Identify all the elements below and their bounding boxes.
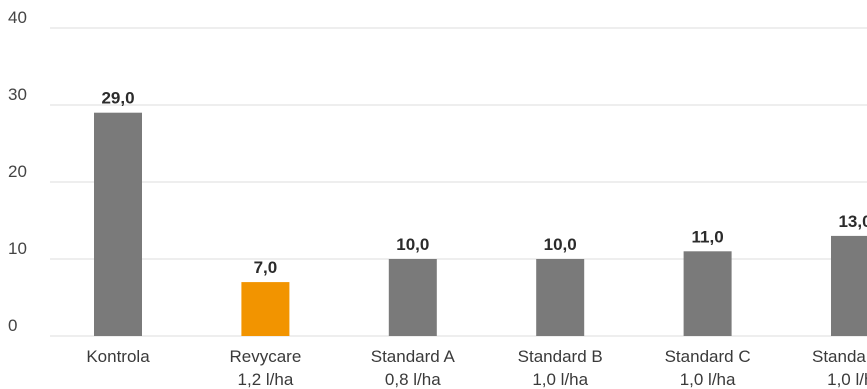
bars — [94, 112, 867, 336]
category-label-2: Standard A — [371, 347, 456, 366]
data-label-2: 10,0 — [396, 235, 429, 254]
category-label-5-line-2: 1,0 l/ha — [827, 370, 867, 389]
data-label-5: 13,0 — [838, 212, 867, 231]
category-label-5: Standard D — [812, 347, 867, 366]
bar-1 — [241, 282, 290, 336]
y-tick-label-30: 30 — [8, 85, 27, 104]
bar-4 — [683, 251, 732, 336]
data-label-0: 29,0 — [101, 89, 134, 108]
data-labels: 29,0 7,0 10,0 10,0 11,0 13,0 — [101, 89, 867, 277]
y-tick-label-0: 0 — [8, 316, 17, 335]
category-labels: Kontrola Revycare 1,2 l/ha Standard A 0,8 l/… — [86, 347, 867, 389]
y-tick-label-20: 20 — [8, 162, 27, 181]
category-label-3-line-2: 1,0 l/ha — [532, 370, 588, 389]
bar-0 — [94, 112, 142, 336]
data-label-4: 11,0 — [692, 227, 724, 246]
category-label-4: Standard C — [665, 347, 751, 366]
bar-2 — [388, 259, 437, 336]
bar-5 — [831, 235, 867, 336]
category-label-1: Revycare — [229, 347, 301, 366]
category-label-3: Standard B — [518, 347, 603, 366]
y-tick-label-40: 40 — [8, 8, 27, 27]
y-tick-label-10: 10 — [8, 239, 27, 258]
category-label-0: Kontrola — [86, 347, 150, 366]
y-axis-tick-labels: 0 10 20 30 40 — [8, 8, 27, 335]
category-label-1-line-2: 1,2 l/ha — [238, 370, 294, 389]
data-label-3: 10,0 — [544, 235, 577, 254]
data-label-1: 7,0 — [254, 258, 278, 277]
category-label-2-line-2: 0,8 l/ha — [385, 370, 441, 389]
gridlines — [50, 27, 867, 337]
category-label-4-line-2: 1,0 l/ha — [680, 370, 736, 389]
bar-3 — [536, 259, 585, 336]
